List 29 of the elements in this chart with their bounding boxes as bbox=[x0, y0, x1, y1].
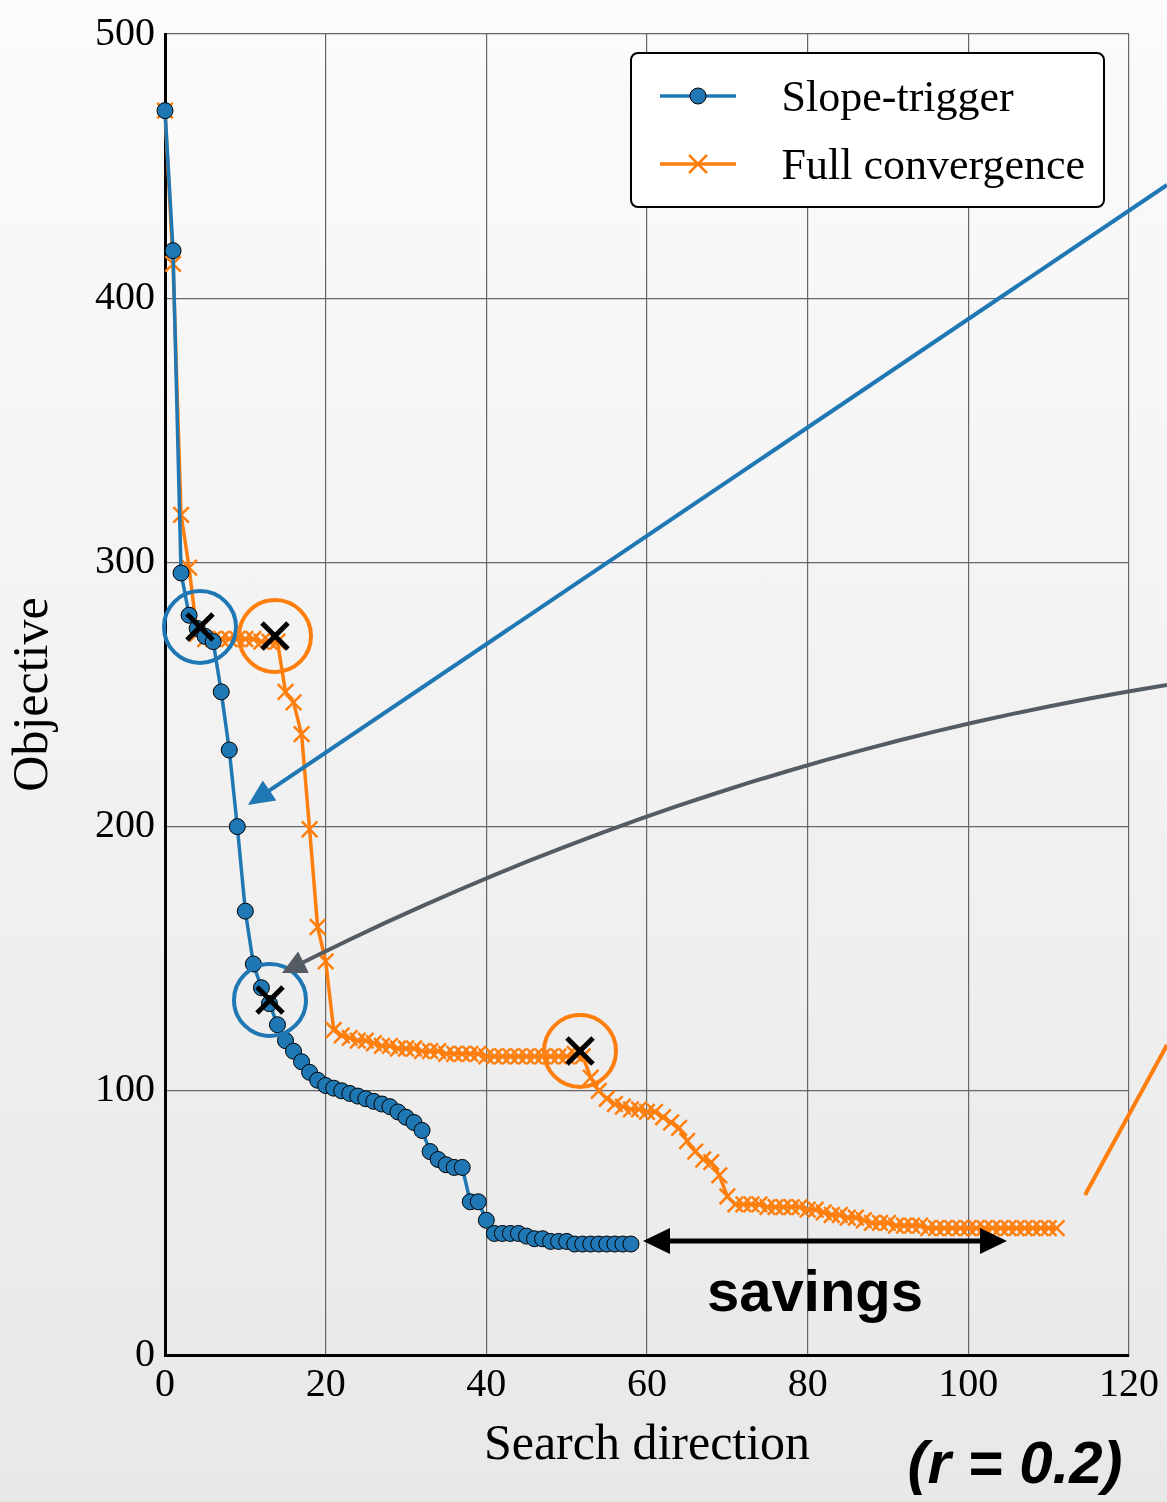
point bbox=[236, 902, 254, 920]
point bbox=[164, 242, 182, 260]
point bbox=[220, 741, 238, 759]
x-tick-label: 120 bbox=[1099, 1359, 1159, 1405]
point bbox=[469, 1193, 487, 1211]
point bbox=[228, 818, 246, 836]
x-tick-label: 20 bbox=[305, 1359, 346, 1405]
y-tick-label: 300 bbox=[95, 536, 155, 582]
x-tick-label: 100 bbox=[938, 1359, 999, 1405]
point bbox=[172, 564, 190, 582]
legend-label: Full convergence bbox=[781, 138, 1085, 190]
legend-label: Slope-trigger bbox=[781, 70, 1014, 122]
point bbox=[268, 1016, 286, 1034]
x-tick-label: 40 bbox=[466, 1359, 507, 1405]
y-tick-label: 100 bbox=[95, 1065, 155, 1111]
point bbox=[477, 1211, 495, 1229]
y-axis-title: Objective bbox=[2, 597, 59, 792]
x-axis-title: Search direction bbox=[483, 1414, 811, 1471]
y-tick-label: 200 bbox=[95, 801, 155, 847]
y-tick-label: 0 bbox=[135, 1329, 155, 1375]
x-tick-label: 80 bbox=[787, 1359, 828, 1405]
point bbox=[622, 1235, 640, 1253]
point bbox=[413, 1121, 431, 1139]
text: (r = 0.2) bbox=[906, 1428, 1124, 1497]
point bbox=[212, 683, 230, 701]
y-tick-label: 500 bbox=[95, 8, 155, 54]
y-tick-label: 400 bbox=[95, 272, 155, 318]
point bbox=[453, 1158, 471, 1176]
x-tick-label: 60 bbox=[627, 1359, 667, 1405]
